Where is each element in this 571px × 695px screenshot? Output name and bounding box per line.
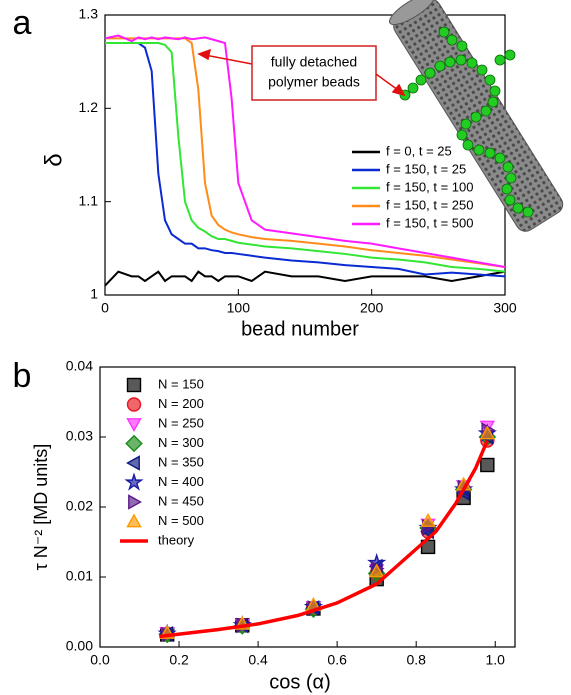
annotation-box <box>251 45 377 101</box>
x-tick-label: 1.0 <box>486 652 506 668</box>
legend-label: N = 300 <box>158 435 204 450</box>
y-tick-label: 1.1 <box>79 192 99 208</box>
legend-swatch <box>126 397 142 412</box>
legend-swatch <box>126 513 142 528</box>
marker <box>420 513 436 527</box>
legend-label: theory <box>158 532 195 547</box>
legend-label: N = 450 <box>158 493 204 508</box>
marker <box>368 563 385 578</box>
legend-swatch <box>125 434 143 453</box>
y-tick-label: 0.02 <box>66 498 93 514</box>
x-tick-label: 0.6 <box>327 652 347 668</box>
x-tick-label: 100 <box>227 300 251 316</box>
x-tick-label: 0.0 <box>90 652 110 668</box>
y-tick-label: 1.3 <box>79 6 99 22</box>
y-tick-label: 0.04 <box>66 358 93 374</box>
x-tick-label: 0.2 <box>169 652 189 668</box>
nanotube-illustration <box>389 0 564 232</box>
y-tick-label: 1 <box>90 286 98 302</box>
legend-label: N = 150 <box>158 376 204 391</box>
legend-label: f = 150, t = 25 <box>386 161 466 176</box>
legend-label: f = 150, t = 100 <box>386 179 473 194</box>
x-tick-label: 200 <box>360 300 384 316</box>
panel-label: b <box>13 357 32 395</box>
annotation-arrows <box>197 48 406 97</box>
y-axis-label: δ <box>40 153 67 166</box>
x-tick-label: 0 <box>101 300 109 316</box>
legend-label: N = 250 <box>158 415 204 430</box>
marker <box>480 457 495 473</box>
legend-label: N = 400 <box>158 474 204 489</box>
legend-label: N = 200 <box>158 396 204 411</box>
data-line <box>104 34 506 268</box>
data-line <box>105 42 506 278</box>
panel-label: a <box>13 4 32 42</box>
x-axis-label: cos (α) <box>269 671 331 693</box>
legend-label: f = 0, t = 25 <box>386 143 452 158</box>
marker <box>479 425 496 440</box>
x-tick-label: 0.8 <box>406 652 426 668</box>
legend-label: N = 500 <box>158 513 204 528</box>
x-tick-label: 300 <box>493 300 517 316</box>
y-tick-label: 0.01 <box>66 568 93 584</box>
legend-swatch <box>126 377 142 393</box>
data-line <box>105 42 506 273</box>
legend-swatch <box>126 455 140 471</box>
legend-swatch <box>126 418 142 432</box>
legend-label: f = 150, t = 500 <box>386 215 473 230</box>
y-tick-label: 0.03 <box>66 428 93 444</box>
annotation: fully detached <box>271 54 357 70</box>
y-tick-label: 0.00 <box>66 638 93 654</box>
annotation: polymer beads <box>268 74 360 90</box>
data-line <box>159 439 489 639</box>
legend-label: N = 350 <box>158 454 204 469</box>
x-axis-label: bead number <box>241 318 359 340</box>
y-axis-label: τ N⁻² [MD units] <box>31 444 51 571</box>
data-line <box>104 270 506 287</box>
x-tick-label: 0.4 <box>248 652 268 668</box>
legend-label: f = 150, t = 250 <box>386 197 473 212</box>
y-tick-label: 1.2 <box>79 99 99 115</box>
legend-swatch <box>128 494 142 510</box>
legend-swatch <box>124 472 144 491</box>
